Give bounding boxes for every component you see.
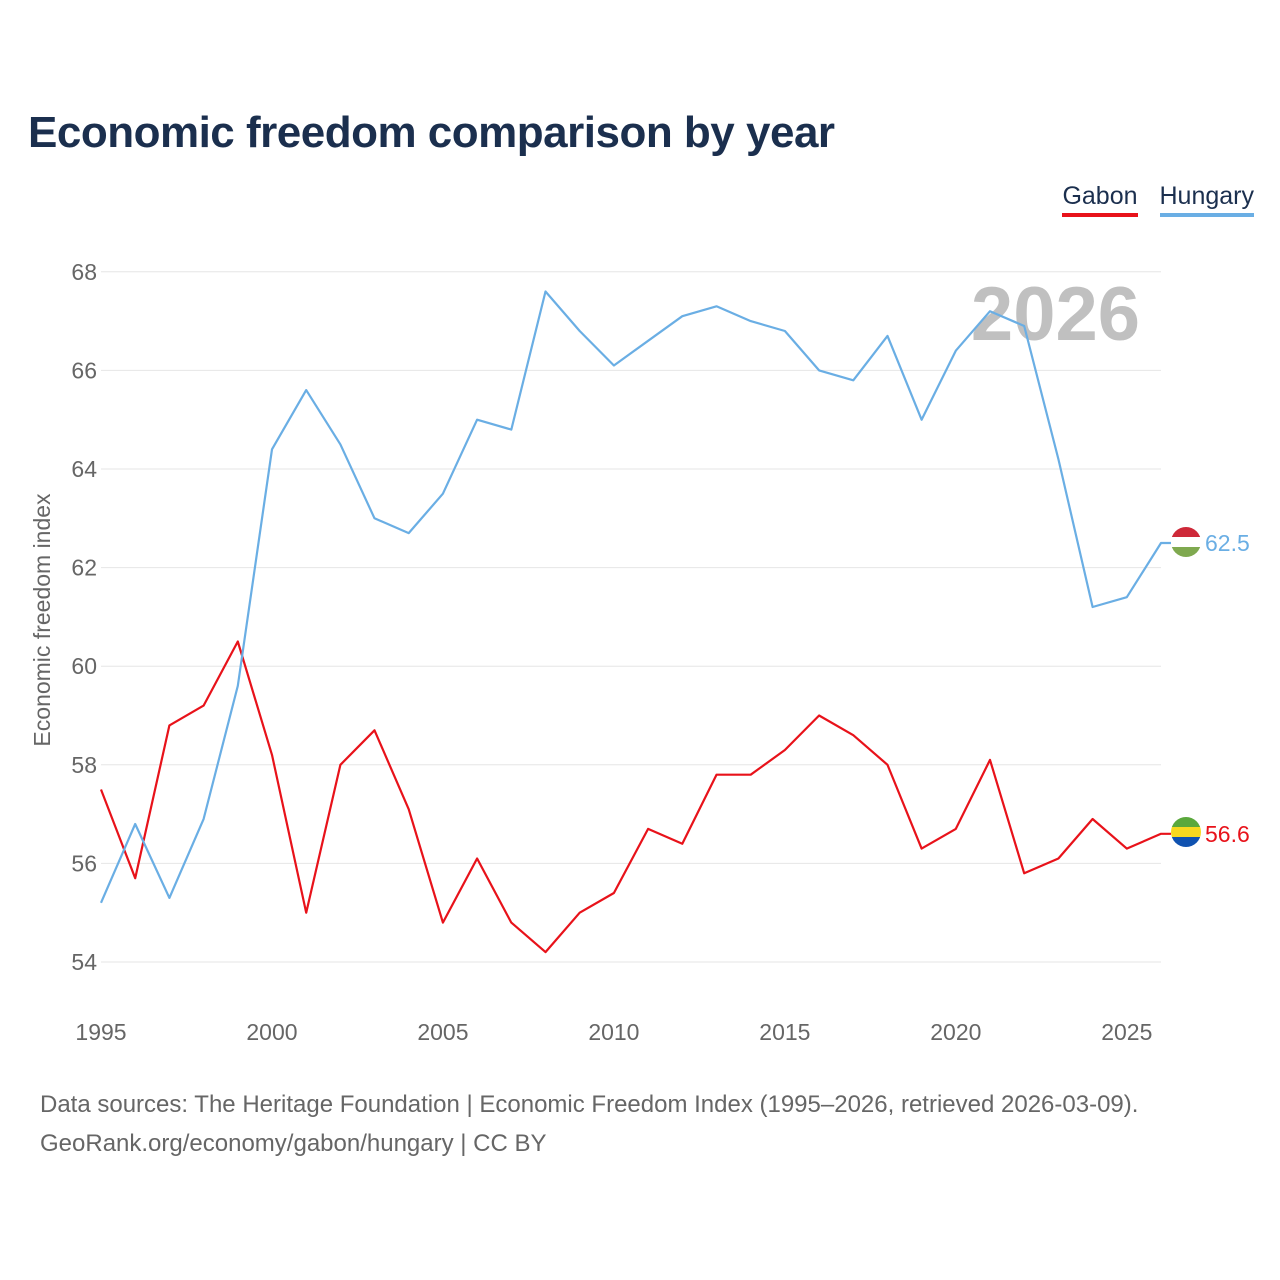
y-axis-label: Economic freedom index [29,493,55,747]
x-tick-label: 2025 [1101,1019,1152,1045]
gridlines [101,271,1161,963]
y-tick-label: 62 [71,555,97,581]
series-lines [99,290,1171,954]
x-tick-label: 1995 [75,1019,126,1045]
y-axis-ticks: 54 56 58 60 62 64 66 68 [71,259,97,975]
y-tick-label: 64 [71,456,97,482]
y-tick-label: 60 [71,653,97,679]
y-tick-label: 56 [71,850,97,876]
legend-item-hungary[interactable]: Hungary [1159,182,1254,217]
x-tick-label: 2015 [759,1019,810,1045]
footer: Data sources: The Heritage Foundation | … [40,1085,1138,1163]
legend: Gabon Hungary [1062,182,1254,217]
hungary-flag-icon [1171,527,1201,557]
gabon-flag-icon [1171,817,1201,847]
end-label-hungary: 62.5 [1205,530,1250,556]
series-line-gabon[interactable] [99,640,1171,954]
chart-title: Economic freedom comparison by year [28,108,835,157]
y-tick-label: 68 [71,259,97,285]
x-axis-ticks: 1995 2000 2005 2010 2015 2020 2025 [75,1019,1152,1045]
y-tick-label: 66 [71,357,97,383]
y-tick-label: 54 [71,949,97,975]
footer-sources: Data sources: The Heritage Foundation | … [40,1091,1139,1118]
x-tick-label: 2000 [246,1019,297,1045]
series-line-hungary[interactable] [99,290,1171,904]
x-tick-label: 2005 [417,1019,468,1045]
x-tick-label: 2020 [930,1019,981,1045]
footer-credit[interactable]: GeoRank.org/economy/gabon/hungary | CC B… [40,1130,547,1157]
end-label-gabon: 56.6 [1205,821,1250,847]
x-tick-label: 2010 [588,1019,639,1045]
end-labels: 56.6 62.5 [1205,530,1250,847]
legend-item-gabon[interactable]: Gabon [1062,182,1138,217]
y-tick-label: 58 [71,752,97,778]
